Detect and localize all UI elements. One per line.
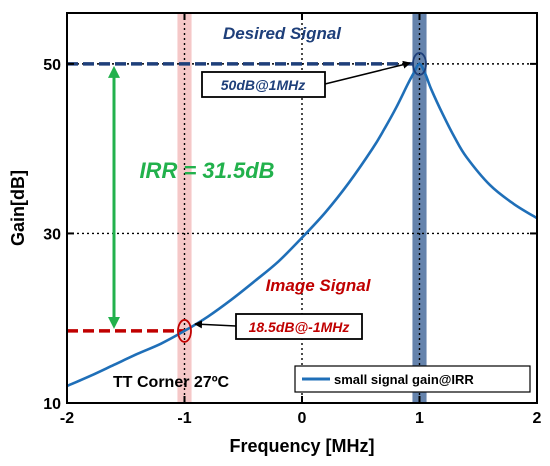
- y-axis-label: Gain[dB]: [8, 170, 28, 246]
- image-value-text: 18.5dB@-1MHz: [249, 319, 350, 335]
- x-tick-label: -1: [177, 410, 191, 427]
- image-value-box: [235, 313, 363, 340]
- marker-layer: [177, 51, 427, 343]
- axis-ticks: -2 -1 0 1 2 10 30 50: [43, 13, 542, 427]
- legend-box: [294, 365, 531, 393]
- desired-signal-label: Desired Signal: [223, 24, 342, 43]
- image-signal-label: Image Signal: [266, 276, 372, 295]
- peak-value-text: 50dB@1MHz: [221, 77, 305, 93]
- curve-layer: [66, 62, 538, 388]
- peak-callout-arrow: [324, 60, 411, 85]
- x-tick-label: -2: [60, 410, 74, 427]
- x-axis-label: Frequency [MHz]: [229, 436, 374, 456]
- y-tick-label: 50: [43, 57, 61, 74]
- image-marker: [177, 319, 192, 343]
- y-tick-label: 10: [43, 396, 61, 413]
- gain-curve: [66, 62, 538, 388]
- corner-note: TT Corner 27ºC: [113, 374, 230, 391]
- x-tick-label: 0: [298, 410, 307, 427]
- y-tick-label: 30: [43, 226, 61, 243]
- image-callout-arrow: [194, 320, 237, 329]
- peak-value-box: [201, 71, 326, 98]
- reference-lines: [67, 62, 420, 333]
- peak-marker: [412, 51, 427, 76]
- x-tick-label: 1: [415, 410, 424, 427]
- legend-label: small signal gain@IRR: [334, 372, 474, 387]
- x-tick-label: 2: [533, 410, 542, 427]
- irr-label: IRR = 31.5dB: [139, 158, 274, 183]
